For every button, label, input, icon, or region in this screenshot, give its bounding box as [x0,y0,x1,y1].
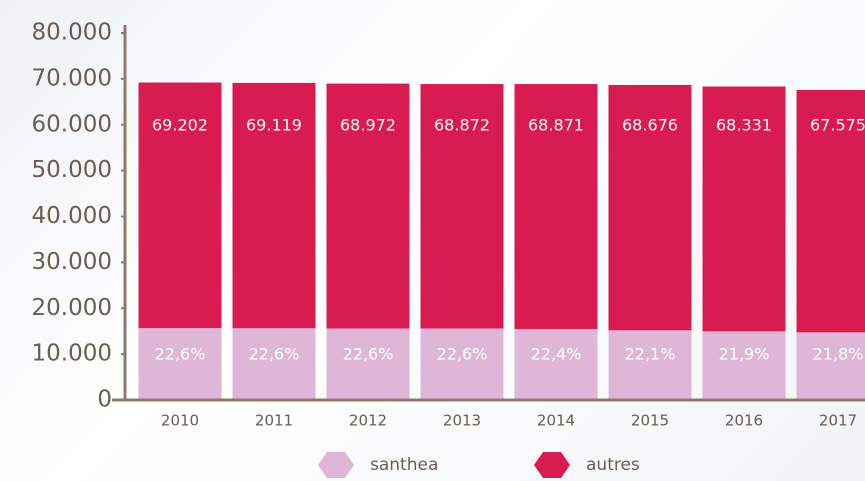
x-tick-label: 2010 [161,412,199,430]
bar-segment [138,328,222,400]
y-tick-label: 70.000 [32,65,112,91]
bar-segment [608,84,692,331]
legend-label: santhea [370,455,438,475]
bar-segment [420,328,504,400]
x-tick-label: 2011 [255,412,293,430]
data-label: 21,8% [813,345,864,364]
data-label: 22,6% [155,345,206,364]
x-tick-label: 2012 [349,412,387,430]
bar-segment [702,86,786,332]
data-label: 22,4% [531,345,582,364]
bar-segment [514,329,598,400]
bar-segment [326,328,410,400]
y-tick-label: 10.000 [32,341,112,367]
bar-segment [608,330,692,400]
y-tick-label: 80.000 [32,20,112,46]
y-tick-label: 50.000 [32,157,112,183]
data-label: 22,6% [249,345,300,364]
legend-label: autres [586,455,640,475]
data-label: 22,6% [343,345,394,364]
y-tick-label: 60.000 [32,111,112,137]
y-tick-label: 30.000 [32,249,112,275]
x-tick-label: 2014 [537,412,575,430]
x-tick-label: 2015 [631,412,669,430]
data-label: 21,9% [719,345,770,364]
data-label: 68.331 [716,115,772,134]
x-tick-label: 2013 [443,412,481,430]
x-tick-label: 2017 [819,412,857,430]
bar-segment [796,332,865,400]
bar-segment [326,83,410,329]
bar-segment [138,82,222,329]
data-label: 69.202 [152,115,208,134]
data-label: 68.676 [622,115,678,134]
data-label: 67.575 [810,115,865,134]
data-label: 68.872 [434,115,490,134]
bar-segment [232,328,316,400]
data-label: 22,1% [625,345,676,364]
y-tick-label: 0 [97,387,112,413]
y-tick-label: 20.000 [32,295,112,321]
data-label: 68.871 [528,115,584,134]
data-label: 22,6% [437,345,488,364]
bar-segment [232,82,316,329]
legend-swatch [534,452,570,478]
x-tick-label: 2016 [725,412,763,430]
data-label: 69.119 [246,115,302,134]
bar-segment [702,331,786,400]
y-tick-label: 40.000 [32,203,112,229]
bar-segment [420,84,504,329]
legend-swatch [318,452,354,478]
bar-segment [796,89,865,333]
data-label: 68.972 [340,115,396,134]
bar-segment [514,84,598,330]
